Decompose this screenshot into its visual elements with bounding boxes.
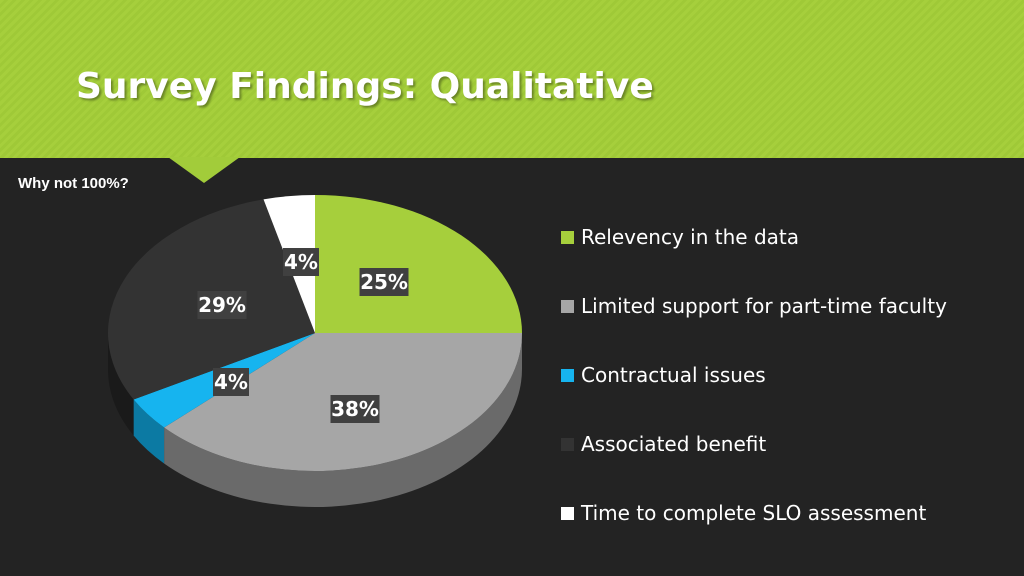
legend-item: Associated benefit — [561, 427, 766, 461]
data-label-text: 4% — [284, 250, 318, 274]
data-label-box — [283, 248, 319, 276]
legend-swatch — [561, 506, 574, 520]
data-label-box — [359, 268, 409, 296]
chart-subtitle: Why not 100%? — [18, 175, 129, 192]
legend-swatch — [561, 299, 574, 313]
page-title: Survey Findings: Qualitative — [76, 66, 654, 107]
data-label-2: 38% — [330, 395, 380, 423]
legend-item: Contractual issues — [561, 358, 766, 392]
data-label-box — [213, 368, 249, 396]
title-banner — [0, 0, 1024, 158]
legend-label: Relevency in the data — [581, 225, 799, 249]
legend-label: Contractual issues — [581, 363, 766, 387]
data-label-box — [330, 395, 380, 423]
data-label-text: 38% — [331, 397, 379, 421]
legend-label: Associated benefit — [581, 432, 767, 456]
data-label-text: 4% — [214, 370, 248, 394]
data-label-box — [197, 291, 247, 319]
data-label-5: 4% — [283, 248, 319, 276]
pie-slice-1 — [315, 195, 522, 333]
pie-slice-side-3 — [133, 399, 165, 464]
data-label-text: 25% — [360, 270, 408, 294]
legend-swatch — [561, 437, 574, 451]
banner-notch — [168, 157, 240, 183]
data-label-1: 25% — [359, 268, 409, 296]
legend-item: Relevency in the data — [561, 220, 799, 254]
pie-slice-side-2 — [164, 333, 522, 507]
data-label-text: 29% — [198, 293, 246, 317]
legend-swatch — [561, 230, 574, 244]
legend-swatch — [561, 368, 574, 382]
legend-item: Limited support for part-time faculty — [561, 289, 947, 323]
legend-item: Time to complete SLO assessment — [561, 496, 926, 530]
legend-label: Time to complete SLO assessment — [581, 501, 927, 525]
data-label-4: 29% — [197, 291, 247, 319]
pie-chart: 25% 38% 4% 29% 4% — [107, 195, 522, 507]
data-label-3: 4% — [213, 368, 249, 396]
pie-slice-side-4 — [108, 333, 134, 436]
legend-label: Limited support for part-time faculty — [581, 294, 947, 318]
